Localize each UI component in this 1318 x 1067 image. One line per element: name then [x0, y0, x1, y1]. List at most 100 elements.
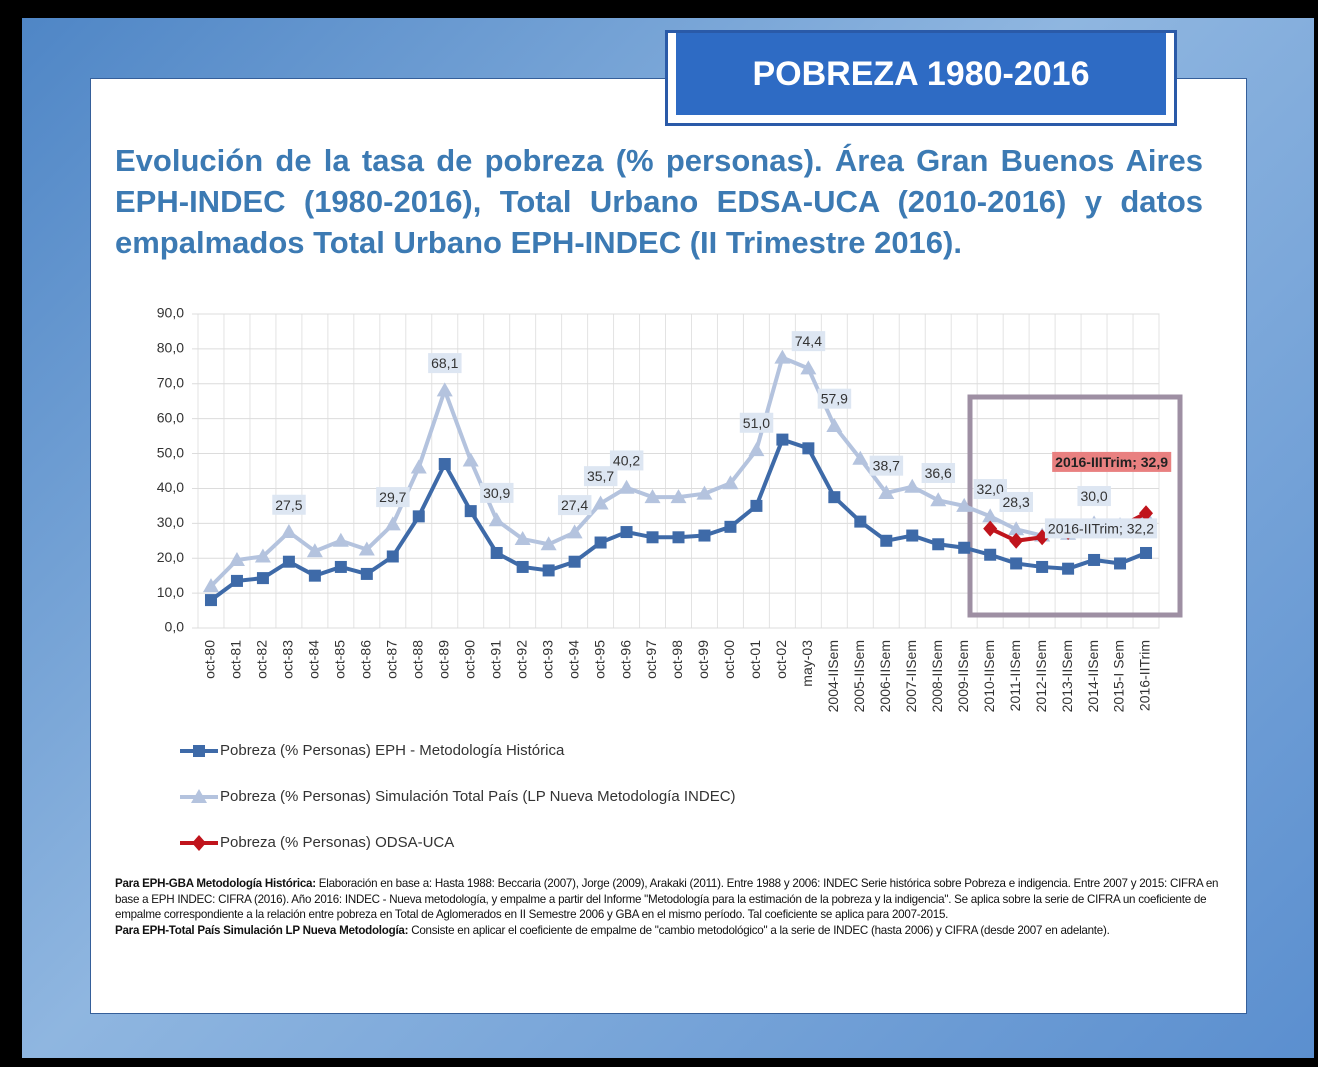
- x-tick-label: 2011-IISem: [1007, 640, 1023, 711]
- x-tick-label: 2016-IITrim: [1137, 640, 1153, 711]
- y-tick-label: 10,0: [157, 584, 184, 600]
- x-tick-label: oct-84: [306, 640, 322, 679]
- marker: [854, 515, 867, 528]
- legend-label: Pobreza (% Personas) ODSA-UCA: [220, 834, 454, 851]
- marker: [592, 495, 609, 510]
- x-tick-label: oct-82: [254, 640, 270, 679]
- data-label: 35,7: [587, 468, 614, 484]
- data-label: 74,4: [795, 333, 822, 349]
- marker: [748, 442, 765, 457]
- marker: [1088, 553, 1101, 566]
- x-tick-label: oct-99: [695, 640, 711, 679]
- marker: [1036, 560, 1049, 573]
- x-tick-label: oct-96: [617, 640, 633, 679]
- marker: [906, 529, 919, 542]
- marker: [386, 550, 399, 563]
- marker: [436, 382, 453, 397]
- footnote-bold: Para EPH-Total País Simulación LP Nueva …: [115, 923, 409, 937]
- marker: [490, 546, 503, 559]
- marker: [672, 531, 685, 544]
- marker: [984, 548, 997, 561]
- data-label-box: [1052, 451, 1172, 472]
- y-tick-label: 70,0: [157, 374, 184, 390]
- marker: [618, 479, 635, 494]
- marker: [774, 349, 791, 364]
- data-label-box: [480, 482, 514, 503]
- y-tick-label: 30,0: [157, 514, 184, 530]
- marker: [646, 531, 659, 544]
- data-label: 28,3: [1003, 494, 1030, 510]
- x-tick-label: oct-81: [228, 640, 244, 679]
- data-label-box: [999, 491, 1033, 512]
- marker: [280, 524, 297, 539]
- marker: [776, 433, 789, 446]
- marker: [802, 442, 815, 455]
- x-tick-label: oct-01: [747, 640, 763, 679]
- marker: [698, 529, 711, 542]
- marker: [308, 569, 321, 582]
- data-label-box: [921, 463, 956, 484]
- marker: [1139, 505, 1154, 522]
- y-tick-label: 20,0: [157, 549, 184, 565]
- marker: [488, 512, 505, 527]
- x-tick-label: oct-88: [409, 640, 425, 679]
- x-tick-label: oct-93: [539, 640, 555, 679]
- marker: [724, 520, 737, 533]
- data-label-box: [376, 487, 410, 508]
- title-banner: POBREZA 1980-2016: [665, 30, 1177, 126]
- x-tick-label: oct-83: [280, 640, 296, 679]
- x-tick-label: oct-95: [591, 640, 607, 679]
- x-tick-label: oct-85: [332, 640, 348, 679]
- marker: [594, 536, 607, 549]
- marker: [722, 475, 739, 490]
- marker: [566, 524, 583, 539]
- marker: [932, 538, 945, 551]
- marker: [540, 536, 557, 551]
- marker: [644, 489, 661, 504]
- x-tick-label: 2009-IISem: [955, 640, 971, 712]
- x-tick-label: oct-00: [721, 640, 737, 679]
- x-tick-label: 2006-IISem: [877, 640, 893, 712]
- x-tick-label: oct-90: [461, 640, 477, 679]
- marker: [878, 484, 895, 499]
- y-tick-label: 60,0: [157, 409, 184, 425]
- data-label: 30,0: [1080, 488, 1107, 504]
- marker: [852, 450, 869, 465]
- marker: [360, 567, 373, 580]
- marker: [202, 578, 219, 593]
- data-label: 36,6: [925, 465, 952, 481]
- marker: [982, 508, 999, 523]
- legend-marker: [191, 789, 207, 803]
- marker: [983, 520, 998, 537]
- marker: [334, 560, 347, 573]
- footnote-paragraph: Para EPH-GBA Metodología Histórica: Elab…: [115, 876, 1220, 923]
- marker: [1009, 532, 1024, 549]
- marker: [230, 574, 243, 587]
- highlight-box: [967, 394, 1183, 618]
- footnote-text: Elaboración en base a: Hasta 1988: Becca…: [115, 877, 1219, 921]
- legend-label: Pobreza (% Personas) Simulación Total Pa…: [220, 788, 736, 805]
- data-label-box: [272, 494, 306, 515]
- data-label-box: [1077, 486, 1111, 507]
- x-tick-label: oct-98: [669, 640, 685, 679]
- data-label-box: [973, 479, 1008, 500]
- data-label: 27,5: [275, 497, 302, 513]
- marker: [828, 491, 841, 504]
- data-label: 57,9: [821, 391, 848, 407]
- data-label: 51,0: [743, 415, 770, 431]
- marker: [1114, 557, 1127, 570]
- data-label: 38,7: [873, 458, 900, 474]
- x-tick-label: oct-91: [487, 640, 503, 679]
- data-label-box: [557, 495, 592, 516]
- data-label-box: [791, 331, 826, 352]
- marker: [256, 572, 269, 585]
- y-tick-label: 90,0: [157, 305, 184, 321]
- marker: [282, 555, 295, 568]
- x-tick-label: 2005-IISem: [851, 640, 867, 712]
- slide-title: POBREZA 1980-2016: [676, 33, 1166, 115]
- marker: [542, 564, 555, 577]
- data-label: 27,4: [561, 497, 588, 513]
- data-label: 30,9: [483, 485, 510, 501]
- marker: [568, 555, 581, 568]
- legend-marker: [193, 745, 205, 757]
